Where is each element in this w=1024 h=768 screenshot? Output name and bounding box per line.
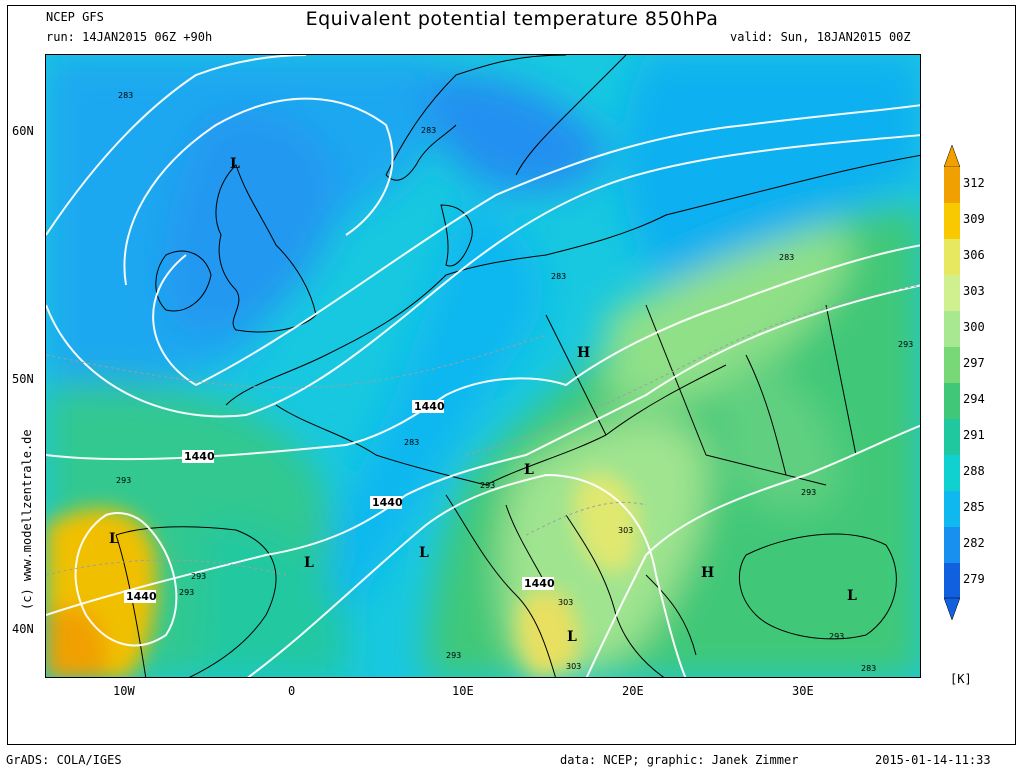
high-center: H [701,565,714,581]
warm-cores [46,473,639,677]
colorbar [943,144,961,624]
theta-label: 303 [566,662,581,671]
low-center: L [304,555,314,571]
lon-label: 10E [452,684,474,698]
theta-label: 283 [118,91,133,100]
contour-label: 1440 [372,496,403,509]
theta-label: 293 [191,572,206,581]
colorbar-unit: [K] [950,672,972,686]
pressure-center-group: L L L L L L H H [109,156,714,645]
map-title: Equivalent potential temperature 850hPa [305,8,719,30]
low-center: L [567,629,577,645]
geopotential-contours [46,55,920,677]
colorbar-tick: 285 [963,500,985,514]
theta-label: 293 [116,476,131,485]
software-credit: GrADS: COLA/IGES [6,753,122,767]
colorbar-tick: 303 [963,284,985,298]
theta-label: 293 [898,340,913,349]
lon-label: 10W [113,684,135,698]
map-svg: 1440 1440 1440 1440 1440 283 283 283 283… [46,55,920,677]
lat-label: 40N [12,622,34,636]
theta-label: 303 [558,598,573,607]
colorbar-tick: 312 [963,176,985,190]
data-credit: data: NCEP; graphic: Janek Zimmer [560,753,799,767]
low-center: L [230,156,240,172]
colorbar-tick: 309 [963,212,985,226]
theta-label-group: 283 283 283 283 283 283 293 293 293 293 … [116,91,913,673]
colorbar-tick: 279 [963,572,985,586]
colorbar-svg [943,144,961,621]
colorbar-tick: 291 [963,428,985,442]
colorbar-tick: 306 [963,248,985,262]
theta-label: 293 [446,651,461,660]
low-center: L [847,588,857,604]
high-center: H [577,345,590,361]
theta-label: 283 [404,438,419,447]
contour-label: 1440 [524,577,555,590]
contour-label-group: 1440 1440 1440 1440 1440 [124,400,555,603]
model-name: NCEP GFS [46,10,104,24]
colorbar-tick: 300 [963,320,985,334]
low-center: L [419,545,429,561]
coastlines [115,55,920,677]
lon-label: 20E [622,684,644,698]
theta-label: 293 [829,632,844,641]
figure-frame [7,5,1016,745]
colorbar-tick: 288 [963,464,985,478]
colorbar-tick: 282 [963,536,985,550]
contour-label: 1440 [414,400,445,413]
valid-time: valid: Sun, 18JAN2015 00Z [730,30,911,44]
contour-label: 1440 [184,450,215,463]
weather-map: 1440 1440 1440 1440 1440 283 283 283 283… [45,54,921,678]
theta-label: 283 [779,253,794,262]
theta-label: 303 [618,526,633,535]
colorbar-tick: 294 [963,392,985,406]
theta-label: 293 [480,481,495,490]
contour-label: 1440 [126,590,157,603]
run-info: run: 14JAN2015 06Z +90h [46,30,213,44]
theta-isolines [46,284,920,576]
lat-label: 50N [12,372,34,386]
lat-label: 60N [12,124,34,138]
colorbar-tick: 297 [963,356,985,370]
side-credit: (c) www.modellzentrale.de [20,429,34,610]
theta-label: 283 [861,664,876,673]
theta-label: 293 [801,488,816,497]
theta-label: 293 [179,588,194,597]
low-center: L [109,531,119,547]
low-center: L [524,462,534,478]
lon-label: 30E [792,684,814,698]
theta-label: 283 [551,272,566,281]
lon-label: 0 [288,684,296,698]
timestamp: 2015-01-14-11:33 [875,753,991,767]
theta-label: 283 [421,126,436,135]
